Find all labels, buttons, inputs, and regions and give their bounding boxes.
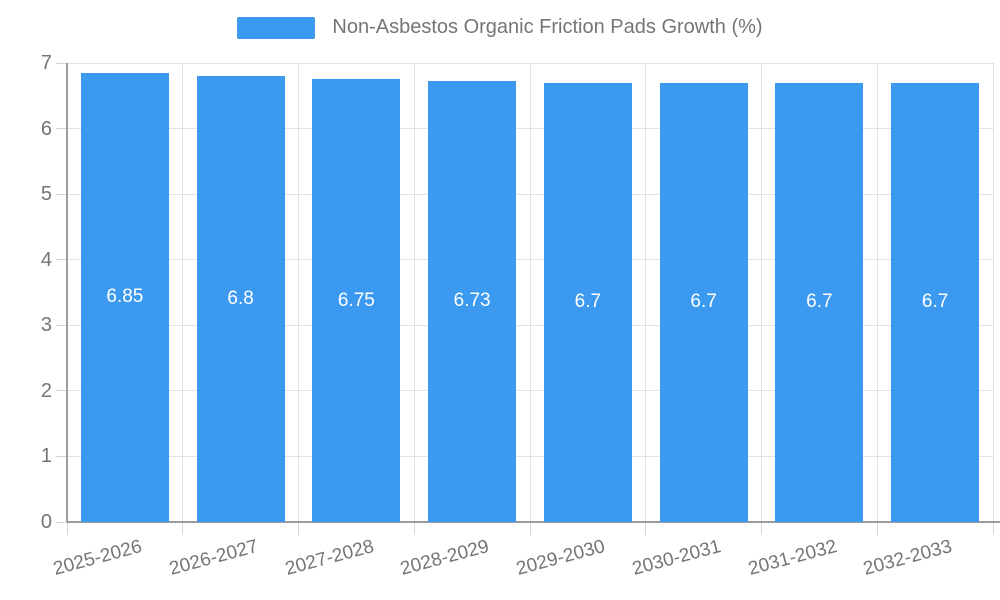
x-axis-tick xyxy=(992,522,994,535)
y-axis-tick-label: 3 xyxy=(40,314,52,337)
v-gridline xyxy=(992,63,994,522)
v-gridline xyxy=(529,63,531,522)
v-gridline xyxy=(761,63,762,522)
v-gridline xyxy=(182,63,184,522)
y-axis-tick xyxy=(56,455,67,457)
y-axis-tick-label: 4 xyxy=(40,248,52,271)
legend-swatch[interactable] xyxy=(237,16,316,39)
x-axis-tick xyxy=(413,522,415,535)
legend[interactable]: Non-Asbestos Organic Friction Pads Growt… xyxy=(0,16,1000,39)
x-axis-tick-label: 2030-2031 xyxy=(629,536,724,580)
x-axis-line xyxy=(67,521,1000,523)
x-axis-tick xyxy=(529,522,531,535)
x-axis-tick xyxy=(298,522,299,535)
x-axis-tick-label: 2029-2030 xyxy=(514,536,608,580)
y-axis-tick xyxy=(56,62,67,64)
y-axis-tick xyxy=(56,390,67,392)
legend-label: Non-Asbestos Organic Friction Pads Growt… xyxy=(332,16,763,38)
y-axis-tick-label: 0 xyxy=(40,511,52,533)
bar[interactable] xyxy=(543,82,632,522)
bar[interactable] xyxy=(775,82,864,522)
x-axis-tick-label: 2025-2026 xyxy=(51,536,145,580)
x-axis-tick xyxy=(66,522,68,535)
x-axis-tick xyxy=(182,522,184,535)
y-axis-tick-label: 6 xyxy=(40,117,52,140)
bar[interactable] xyxy=(659,82,748,522)
v-gridline xyxy=(645,63,647,522)
v-gridline xyxy=(876,63,878,522)
y-axis-tick xyxy=(56,259,67,261)
x-axis-tick-label: 2026-2027 xyxy=(166,536,261,580)
y-axis-tick xyxy=(56,128,67,130)
x-axis-tick xyxy=(876,522,878,535)
bar[interactable] xyxy=(196,76,285,522)
bar[interactable] xyxy=(312,79,401,522)
bar[interactable] xyxy=(80,72,169,522)
x-axis-tick xyxy=(761,522,762,535)
x-axis-tick xyxy=(645,522,647,535)
y-axis-tick-label: 7 xyxy=(40,52,52,74)
y-axis-tick-label: 1 xyxy=(40,445,52,468)
v-gridline xyxy=(298,63,299,522)
bar[interactable] xyxy=(428,80,517,522)
y-axis-tick xyxy=(56,324,67,326)
y-axis-tick-label: 5 xyxy=(40,183,52,206)
y-axis-tick-label: 2 xyxy=(40,379,52,402)
v-gridline xyxy=(413,63,415,522)
x-axis-tick-label: 2027-2028 xyxy=(282,536,376,580)
x-axis-tick-label: 2032-2033 xyxy=(861,536,955,580)
x-axis-tick-label: 2028-2029 xyxy=(398,536,492,580)
y-axis-tick xyxy=(56,521,67,523)
y-axis-tick xyxy=(56,193,67,195)
x-axis-tick-label: 2031-2032 xyxy=(745,536,839,580)
y-axis-line xyxy=(66,63,68,522)
bar[interactable] xyxy=(891,82,980,522)
